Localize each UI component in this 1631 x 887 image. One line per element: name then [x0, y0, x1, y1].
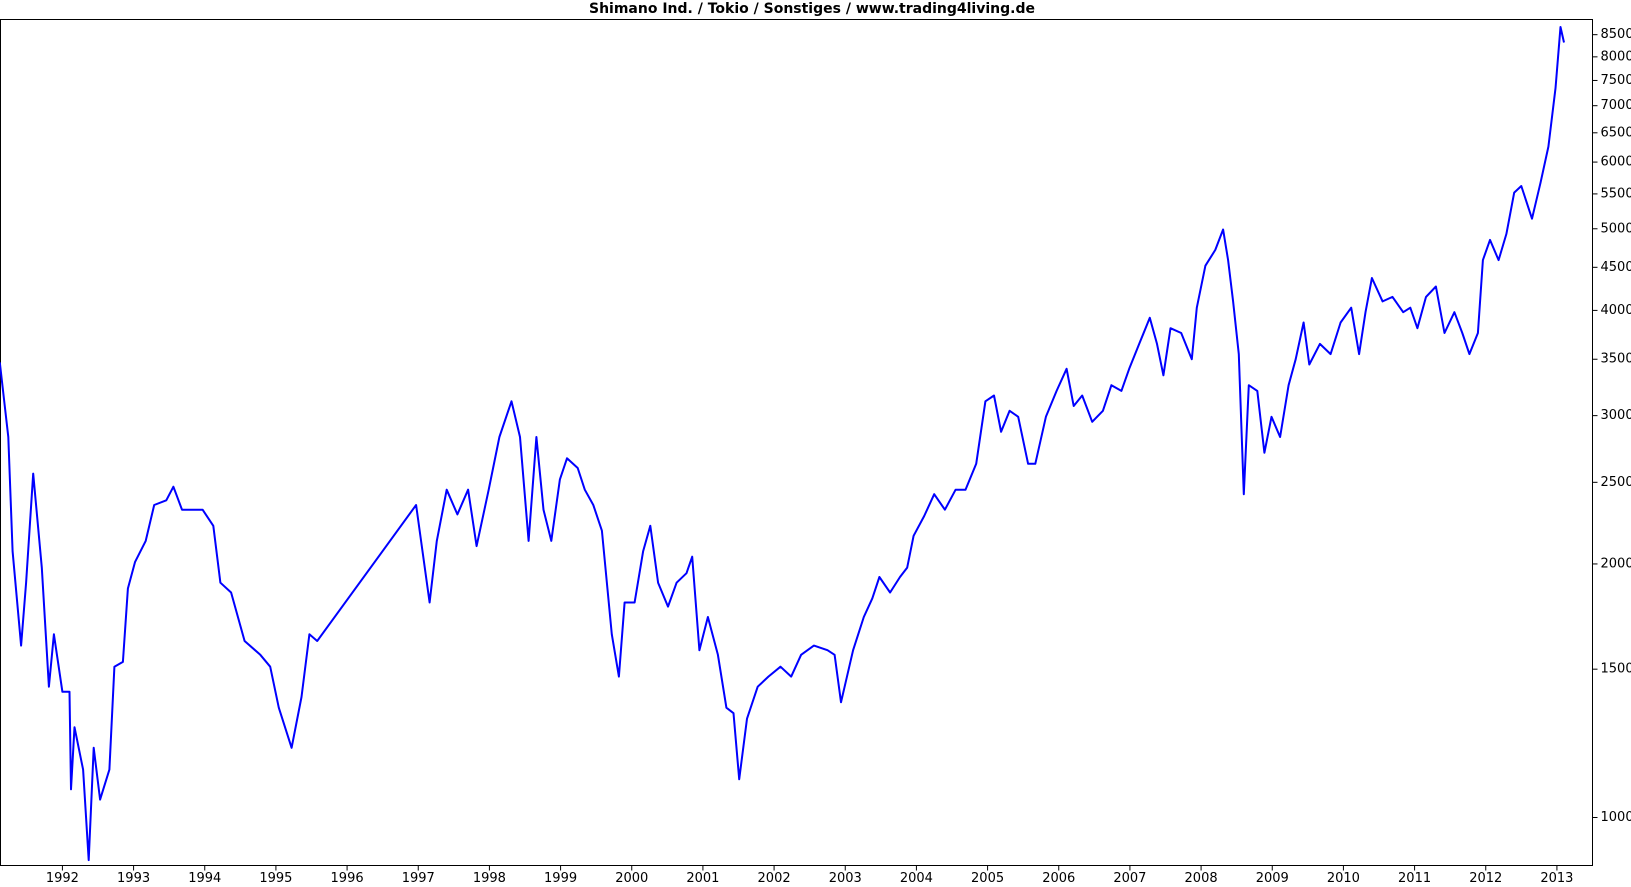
y-tick-label: 2500 [1601, 475, 1631, 490]
x-tick-label: 2012 [1469, 871, 1502, 886]
y-tick-label: 3000 [1601, 408, 1631, 423]
x-tick-label: 2009 [1256, 871, 1289, 886]
y-tick-label: 8000 [1601, 49, 1631, 64]
x-tick-label: 2002 [758, 871, 791, 886]
y-tick-label: 4500 [1601, 260, 1631, 275]
y-tick-label: 1500 [1601, 662, 1631, 677]
y-tick-label: 7500 [1601, 73, 1631, 88]
x-tick-label: 1996 [331, 871, 364, 886]
x-tick-label: 1997 [402, 871, 435, 886]
price-line [0, 26, 1565, 862]
y-tick-label: 2000 [1601, 556, 1631, 571]
x-tick-label: 2000 [615, 871, 648, 886]
x-tick-label: 1998 [473, 871, 506, 886]
x-tick-label: 2005 [971, 871, 1004, 886]
x-tick-label: 1999 [544, 871, 577, 886]
y-tick-label: 6500 [1601, 125, 1631, 140]
x-tick-label: 1992 [46, 871, 79, 886]
y-tick-label: 8500 [1601, 27, 1631, 42]
x-tick-label: 2001 [686, 871, 719, 886]
y-tick-label: 3500 [1601, 352, 1631, 367]
x-tick-label: 1995 [259, 871, 292, 886]
y-tick-label: 5500 [1601, 186, 1631, 201]
x-tick-label: 2004 [900, 871, 933, 886]
y-tick-label: 7000 [1601, 98, 1631, 113]
x-tick-label: 1993 [117, 871, 150, 886]
y-tick-label: 1000 [1601, 810, 1631, 825]
chart-title: Shimano Ind. / Tokio / Sonstiges / www.t… [589, 1, 1035, 17]
y-tick-label: 5000 [1601, 221, 1631, 236]
plot-frame [0, 19, 1593, 866]
x-tick-label: 2003 [829, 871, 862, 886]
x-tick-label: 2013 [1540, 871, 1573, 886]
x-tick-label: 2010 [1327, 871, 1360, 886]
x-tick-label: 2011 [1398, 871, 1431, 886]
x-tick-label: 2007 [1113, 871, 1146, 886]
x-tick-label: 1994 [188, 871, 221, 886]
x-tick-label: 2008 [1185, 871, 1218, 886]
x-tick-label: 2006 [1042, 871, 1075, 886]
y-tick-label: 6000 [1601, 155, 1631, 170]
y-tick-label: 4000 [1601, 303, 1631, 318]
